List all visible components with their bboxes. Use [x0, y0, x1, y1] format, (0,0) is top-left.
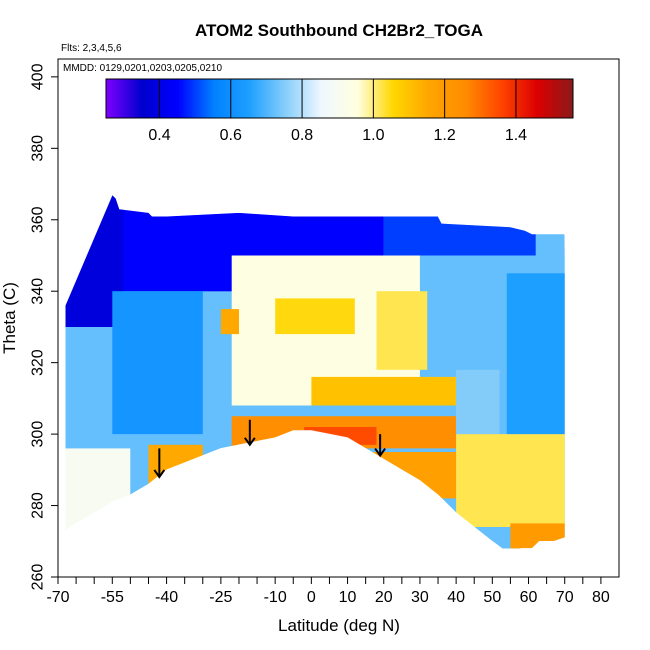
x-axis: -70 -55 -40 -25 -10 0 10 20 30 40 50 60 70 80 [46, 576, 610, 606]
heat-region [510, 523, 565, 549]
colorbar-tick-label: 0.6 [220, 127, 242, 144]
dates-subtitle: MMDD: 0129,0201,0203,0205,0210 [63, 63, 222, 74]
arrow-annotations [153, 419, 386, 479]
y-tick-label: 340 [30, 278, 47, 305]
colorbar-tick-label: 1.4 [505, 127, 527, 144]
heat-region [506, 273, 565, 435]
x-tick-label: -25 [209, 589, 232, 606]
colorbar-tick-label: 0.4 [148, 127, 170, 144]
x-tick-label: 30 [411, 589, 429, 606]
x-tick-label: 60 [520, 589, 538, 606]
data-envelope [64, 194, 573, 553]
arrow [244, 419, 256, 447]
colorbar-tick-label: 1.0 [362, 127, 384, 144]
heat-region [456, 369, 500, 435]
y-tick-label: 400 [30, 63, 47, 90]
colorbar-tick-label: 1.2 [434, 127, 456, 144]
x-tick-label: 80 [592, 589, 610, 606]
x-tick-label: 70 [556, 589, 574, 606]
x-tick-label: 10 [339, 589, 357, 606]
heat-region [376, 291, 428, 370]
x-tick-label: -55 [101, 589, 124, 606]
heat-region [311, 376, 457, 406]
arrow [374, 434, 386, 458]
heat-region [112, 291, 203, 435]
x-tick-label: 50 [483, 589, 501, 606]
y-axis: 260 280 300 320 340 360 380 400 [30, 63, 59, 590]
y-tick-label: 260 [30, 564, 47, 591]
x-tick-label: -70 [46, 589, 69, 606]
y-tick-label: 300 [30, 421, 47, 448]
heat-region [456, 434, 565, 527]
heat-region [304, 427, 377, 445]
heatmap-field [65, 194, 565, 549]
heat-region [65, 448, 131, 535]
x-tick-label: 40 [447, 589, 465, 606]
heat-region [369, 452, 457, 499]
heat-region [275, 298, 355, 335]
chart-title: ATOM2 Southbound CH2Br2_TOGA [195, 21, 483, 40]
x-axis-label: Latitude (deg N) [278, 616, 400, 635]
y-tick-label: 380 [30, 135, 47, 162]
heat-region [383, 216, 536, 256]
y-tick-label: 360 [30, 206, 47, 233]
y-axis-label: Theta (C) [0, 282, 19, 354]
colorbar-gradient [105, 78, 574, 119]
x-tick-label: 20 [375, 589, 393, 606]
y-tick-label: 280 [30, 492, 47, 519]
flights-subtitle: Flts: 2,3,4,5,6 [61, 43, 122, 54]
y-tick-label: 320 [30, 349, 47, 376]
colorbar-tick-label: 0.8 [291, 127, 313, 144]
x-tick-label: 0 [307, 589, 316, 606]
arrow [153, 448, 166, 479]
heat-region [220, 309, 239, 335]
colorbar: 0.4 0.6 0.8 1.0 1.2 1.4 [105, 78, 574, 144]
x-tick-label: -10 [264, 589, 287, 606]
x-tick-label: -40 [155, 589, 178, 606]
